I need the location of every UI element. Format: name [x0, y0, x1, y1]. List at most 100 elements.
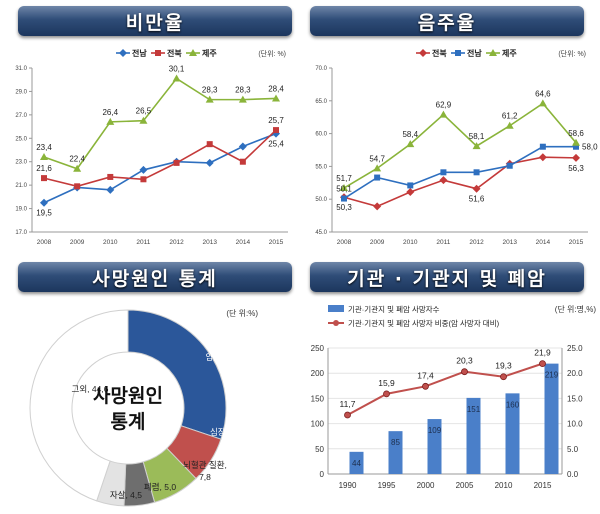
data-point [272, 94, 280, 102]
y-left-tick-label: 250 [311, 344, 325, 353]
data-label: 56,3 [568, 164, 584, 173]
series-line-전북 [343, 156, 577, 208]
legend-swatch-marker [155, 50, 161, 56]
data-point [140, 176, 147, 183]
bar-value-label: 109 [428, 426, 442, 435]
legend-label: 전북 [432, 48, 447, 58]
legend-label: 기관·기관지 및 폐암 사망자 비중(암 사망자 대비) [348, 318, 500, 328]
data-label: 30,1 [169, 65, 185, 74]
data-point [205, 95, 214, 103]
bar-value-label: 160 [506, 400, 520, 409]
legend-swatch-marker [189, 49, 197, 56]
ratio-value-label: 11,7 [340, 399, 356, 409]
data-point [238, 142, 247, 151]
series-line-전남 [343, 145, 576, 200]
legend-swatch-bar [328, 305, 344, 312]
x-tick-label: 2011 [436, 239, 450, 246]
x-tick-label: 2013 [202, 239, 217, 246]
legend-label: 전남 [467, 48, 482, 58]
data-point [106, 185, 115, 194]
data-point [573, 143, 579, 150]
y-right-tick-label: 5.0 [567, 445, 579, 454]
data-label: 62,9 [436, 101, 452, 110]
bar [388, 431, 403, 474]
data-point [472, 142, 481, 150]
data-label: 58,4 [402, 130, 418, 139]
data-label: 54,7 [369, 154, 385, 163]
x-tick-label: 2010 [103, 239, 118, 246]
data-label: 25,4 [268, 140, 284, 149]
ratio-point [344, 411, 351, 419]
data-point [439, 110, 448, 118]
bar-value-label: 151 [467, 405, 481, 414]
data-point [173, 159, 180, 166]
data-point [572, 138, 580, 146]
legend-label: 전북 [167, 48, 182, 58]
data-label: 23,4 [36, 143, 52, 152]
y-right-tick-label: 15.0 [567, 394, 583, 403]
center-label: 사망원인 [93, 385, 163, 407]
data-point [374, 174, 381, 181]
x-tick-label: 2009 [70, 239, 85, 246]
y-left-tick-label: 0 [320, 470, 325, 479]
legend-swatch-marker [333, 320, 339, 326]
x-tick-label: 2010 [495, 481, 513, 490]
x-tick-label: 2015 [534, 481, 552, 490]
slice-value: 7,6 [222, 439, 234, 449]
data-point [238, 95, 247, 103]
y-tick-label: 21.0 [15, 183, 27, 189]
data-label: 58,0 [582, 143, 598, 152]
bar [544, 363, 559, 474]
x-tick-label: 1995 [378, 481, 396, 490]
data-point [406, 140, 415, 148]
bar [349, 451, 364, 474]
data-point [472, 184, 481, 193]
y-left-tick-label: 50 [315, 445, 324, 454]
data-label: 58,6 [568, 129, 584, 138]
death-causes-donut-chart: 암, 30,0 심장 질환, 7,6 뇌혈관 질환, 7,8 폐렴, 5,0자살, 4,5… [29, 308, 258, 507]
data-point [107, 173, 114, 180]
bar-value-label: 85 [391, 438, 400, 447]
bar-value-label: 219 [545, 371, 559, 380]
legend-swatch-marker [419, 49, 427, 57]
data-point [373, 164, 382, 172]
donut-slice [127, 309, 227, 440]
data-point [440, 169, 447, 176]
ratio-point [461, 368, 468, 376]
y-right-tick-label: 10.0 [567, 420, 583, 429]
data-point [73, 164, 82, 172]
legend-label: 전남 [132, 48, 147, 58]
ratio-value-label: 21,9 [534, 348, 551, 358]
y-tick-label: 65.0 [315, 99, 327, 105]
data-label: 51,7 [336, 174, 352, 183]
obesity-line-chart: 17.0 19.0 21.0 23.0 25.0 27.0 29.0 31.0 2008 2009… [15, 48, 288, 246]
data-point [538, 99, 547, 107]
y-tick-label: 50.0 [315, 197, 327, 203]
x-tick-label: 2014 [236, 239, 251, 246]
ratio-point [500, 373, 507, 381]
slice-label: 암, 30,0 [205, 352, 234, 362]
y-left-tick-label: 150 [311, 394, 325, 403]
x-tick-label: 2011 [136, 239, 150, 246]
y-right-tick-label: 25.0 [567, 344, 583, 353]
x-tick-label: 2014 [536, 239, 551, 246]
bar-value-label: 44 [352, 459, 361, 468]
data-point [139, 165, 148, 174]
ratio-point [539, 360, 546, 368]
data-point [74, 183, 81, 190]
data-point [538, 153, 547, 162]
data-label: 51,6 [469, 195, 485, 204]
data-label: 64,6 [535, 89, 551, 98]
center-label: 통계 [111, 411, 146, 433]
y-tick-label: 70.0 [315, 66, 327, 72]
ratio-value-label: 17,4 [417, 370, 434, 380]
data-label: 28,4 [268, 84, 284, 93]
x-tick-label: 2008 [37, 239, 52, 246]
y-tick-label: 29.0 [15, 89, 27, 95]
y-tick-label: 23.0 [15, 160, 27, 166]
death-causes-banner: 사망원인 통계 [18, 262, 292, 292]
data-point [406, 187, 415, 196]
slice-label: 자살, 4,5 [110, 490, 142, 500]
legend-label: 제주 [502, 48, 517, 58]
obesity-banner: 비만율 [18, 6, 292, 36]
